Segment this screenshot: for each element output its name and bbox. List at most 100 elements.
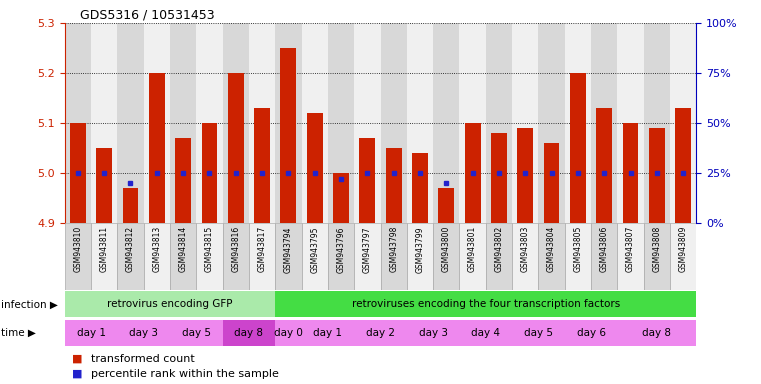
Text: day 8: day 8 — [234, 328, 263, 338]
Text: GSM943810: GSM943810 — [73, 226, 82, 272]
Bar — [565, 23, 591, 223]
Bar — [617, 23, 644, 223]
Text: GSM943817: GSM943817 — [257, 226, 266, 272]
Text: day 8: day 8 — [642, 328, 671, 338]
Bar — [301, 23, 328, 223]
Text: retroviruses encoding the four transcription factors: retroviruses encoding the four transcrip… — [352, 299, 620, 310]
Bar — [117, 320, 170, 346]
Bar — [465, 123, 480, 223]
Text: day 1: day 1 — [77, 328, 106, 338]
Bar — [433, 23, 460, 223]
Bar — [196, 23, 222, 223]
Bar — [301, 320, 354, 346]
Text: transformed count: transformed count — [91, 354, 195, 364]
Bar — [354, 320, 407, 346]
Bar — [328, 23, 354, 223]
Bar — [380, 23, 407, 223]
Bar — [96, 148, 112, 223]
Bar — [670, 23, 696, 223]
Bar — [486, 23, 512, 223]
Bar — [412, 153, 428, 223]
Text: GSM943808: GSM943808 — [652, 226, 661, 272]
Bar — [228, 73, 244, 223]
Text: GSM943807: GSM943807 — [626, 226, 635, 273]
Bar — [565, 320, 617, 346]
Text: GSM943797: GSM943797 — [363, 226, 372, 273]
Text: GSM943812: GSM943812 — [126, 226, 135, 272]
Text: GSM943799: GSM943799 — [416, 226, 425, 273]
Bar — [407, 223, 433, 290]
Bar — [354, 223, 380, 290]
Text: GSM943801: GSM943801 — [468, 226, 477, 272]
Bar — [254, 108, 270, 223]
Bar — [281, 48, 296, 223]
Bar — [202, 123, 218, 223]
Bar — [512, 223, 539, 290]
Bar — [407, 320, 460, 346]
Bar — [539, 223, 565, 290]
Bar — [307, 113, 323, 223]
Text: ■: ■ — [72, 369, 83, 379]
Bar — [359, 138, 375, 223]
Bar — [65, 291, 275, 317]
Bar — [644, 223, 670, 290]
Bar — [539, 23, 565, 223]
Bar — [512, 320, 565, 346]
Bar — [407, 23, 433, 223]
Bar — [617, 320, 696, 346]
Bar — [460, 23, 486, 223]
Bar — [275, 23, 301, 223]
Text: GSM943795: GSM943795 — [310, 226, 319, 273]
Bar — [670, 223, 696, 290]
Text: ■: ■ — [72, 354, 83, 364]
Text: GSM943802: GSM943802 — [495, 226, 504, 272]
Bar — [249, 223, 275, 290]
Bar — [386, 148, 402, 223]
Bar — [570, 73, 586, 223]
Bar — [249, 23, 275, 223]
Bar — [275, 320, 301, 346]
Text: retrovirus encoding GFP: retrovirus encoding GFP — [107, 299, 233, 310]
Text: GSM943794: GSM943794 — [284, 226, 293, 273]
Bar — [591, 23, 617, 223]
Text: GSM943796: GSM943796 — [336, 226, 345, 273]
Bar — [512, 23, 539, 223]
Bar — [328, 223, 354, 290]
Bar — [543, 143, 559, 223]
Text: GSM943811: GSM943811 — [100, 226, 109, 272]
Bar — [117, 23, 144, 223]
Bar — [223, 23, 249, 223]
Text: day 1: day 1 — [314, 328, 342, 338]
Bar — [591, 223, 617, 290]
Bar — [438, 188, 454, 223]
Bar — [644, 23, 670, 223]
Bar — [70, 123, 86, 223]
Bar — [123, 188, 139, 223]
Text: day 5: day 5 — [182, 328, 211, 338]
Bar — [617, 223, 644, 290]
Bar — [144, 23, 170, 223]
Bar — [170, 223, 196, 290]
Bar — [517, 128, 533, 223]
Bar — [275, 291, 696, 317]
Text: day 0: day 0 — [274, 328, 303, 338]
Bar — [175, 138, 191, 223]
Bar — [333, 173, 349, 223]
Bar — [301, 223, 328, 290]
Bar — [223, 320, 275, 346]
Bar — [354, 23, 380, 223]
Bar — [117, 223, 144, 290]
Bar — [65, 320, 117, 346]
Text: GSM943798: GSM943798 — [389, 226, 398, 273]
Text: day 3: day 3 — [129, 328, 158, 338]
Text: GSM943815: GSM943815 — [205, 226, 214, 272]
Bar — [275, 223, 301, 290]
Text: GSM943804: GSM943804 — [547, 226, 556, 273]
Text: GSM943803: GSM943803 — [521, 226, 530, 273]
Text: infection ▶: infection ▶ — [1, 299, 58, 310]
Text: day 3: day 3 — [419, 328, 447, 338]
Bar — [597, 108, 612, 223]
Bar — [65, 23, 91, 223]
Text: GSM943816: GSM943816 — [231, 226, 240, 272]
Bar — [433, 223, 460, 290]
